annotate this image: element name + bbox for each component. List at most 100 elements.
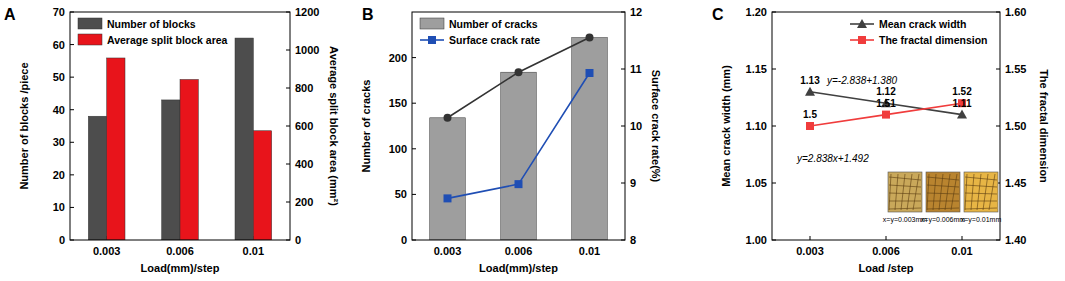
y-tick: [70, 109, 74, 110]
x-tick-label: 0.006: [505, 245, 533, 257]
y2-axis-label: The fractal dimension: [1038, 69, 1050, 183]
bar: [107, 58, 125, 240]
y-tick-label: 1.05: [746, 177, 767, 189]
y2-tick-label: 8: [630, 234, 636, 246]
point: [882, 111, 890, 119]
inset-crack: [927, 193, 959, 194]
y2-tick: [286, 202, 290, 203]
inset-image: [926, 172, 960, 212]
data-label: 1.5: [803, 109, 817, 120]
bar: [162, 100, 180, 240]
figure: A0102030405060700200400600800100012000.0…: [0, 0, 1065, 281]
y-axis-label: Mean crack width (mm): [720, 65, 732, 187]
point: [586, 69, 594, 77]
data-labels: 1.131.121.111.51.511.52: [800, 75, 972, 120]
inset-crack: [965, 174, 967, 210]
plot-marks: [430, 34, 608, 240]
x-tick: [886, 236, 887, 240]
y-tick-label: 200: [389, 52, 407, 64]
y2-tick-label: 10: [630, 120, 642, 132]
point: [806, 122, 814, 130]
inset-crack: [965, 185, 997, 187]
y-tick-label: 50: [395, 188, 407, 200]
bar: [572, 38, 608, 240]
bar: [88, 116, 106, 240]
x-axis-label: Load(mm)/step: [141, 262, 220, 274]
y-tick-label: 40: [53, 104, 65, 116]
inset-crack: [971, 174, 974, 210]
x-tick-label: 0.01: [243, 245, 264, 257]
y-axis-label: Number of cracks: [360, 80, 372, 173]
y-tick: [412, 103, 416, 104]
y-tick-label: 100: [389, 143, 407, 155]
y2-tick-label: 1.40: [1005, 234, 1026, 246]
annotation: y=2.838x+1.492: [796, 153, 869, 164]
inset-crack: [889, 208, 921, 209]
y2-tick-label: 600: [295, 120, 313, 132]
line: [448, 73, 590, 198]
data-label: 1.13: [800, 75, 820, 86]
y-tick-label: 30: [53, 136, 65, 148]
y-tick-label: 20: [53, 169, 65, 181]
y2-tick-label: 1.60: [1005, 6, 1026, 18]
legend-label: Average split block area: [107, 34, 228, 46]
y-tick: [70, 207, 74, 208]
inset-crack: [977, 174, 981, 210]
y2-tick-label: 800: [295, 82, 313, 94]
panel: A0102030405060700200400600800100012000.0…: [4, 6, 340, 274]
x-tick-label: 0.01: [951, 245, 972, 257]
y2-tick-label: 1.50: [1005, 120, 1026, 132]
y2-tick: [286, 50, 290, 51]
inset-label: x=y=0.01mm: [961, 216, 1002, 224]
inset-crack: [913, 174, 919, 210]
inset-image: [964, 172, 998, 212]
point: [515, 68, 523, 76]
inset-crack: [889, 185, 921, 187]
inset-crack: [927, 174, 929, 210]
inset-crack: [889, 174, 891, 210]
inset-image: [888, 172, 922, 212]
x-tick-label: 0.003: [796, 245, 824, 257]
bar: [501, 72, 537, 240]
data-label: 1.51: [876, 98, 896, 109]
y-tick: [412, 148, 416, 149]
y-tick-label: 0: [59, 234, 65, 246]
y-tick: [70, 174, 74, 175]
legend-label: Mean crack width: [879, 18, 967, 30]
y-axis-label: Number of blocks /piece: [18, 62, 30, 189]
x-axis-label: Load /step: [858, 262, 913, 274]
y2-tick-label: 400: [295, 158, 313, 170]
y2-tick-label: 1200: [295, 6, 319, 18]
y2-tick: [621, 126, 625, 127]
y2-tick: [286, 126, 290, 127]
y2-tick: [621, 69, 625, 70]
x-tick-label: 0.006: [166, 245, 194, 257]
point: [444, 194, 452, 202]
y2-tick: [996, 126, 1000, 127]
legend-marker: [858, 36, 866, 44]
inset-crack: [965, 177, 997, 180]
inset-crack: [889, 177, 921, 180]
panel-letter: C: [712, 6, 724, 23]
y-tick: [412, 57, 416, 58]
x-tick-label: 0.003: [93, 245, 121, 257]
y2-tick-label: 0: [295, 234, 301, 246]
y-tick: [412, 194, 416, 195]
x-tick: [810, 236, 811, 240]
y-tick: [772, 126, 776, 127]
y2-axis-label: Average split block area (mm²): [328, 46, 340, 206]
y2-tick-label: 9: [630, 177, 636, 189]
inset-crack: [927, 208, 959, 209]
inset-crack: [983, 174, 988, 210]
y-tick-label: 1.00: [746, 234, 767, 246]
panel-letter: A: [4, 6, 16, 23]
legend-swatch: [420, 18, 444, 29]
bar: [235, 38, 253, 240]
plot-frame: [412, 12, 625, 240]
y2-tick-label: 1.55: [1005, 63, 1026, 75]
y2-tick-label: 1.45: [1005, 177, 1026, 189]
annotation: y=-2.838+1.380: [826, 75, 897, 86]
y-tick-label: 1.15: [746, 63, 767, 75]
x-tick-label: 0.006: [872, 245, 900, 257]
legend-swatch: [78, 18, 102, 29]
